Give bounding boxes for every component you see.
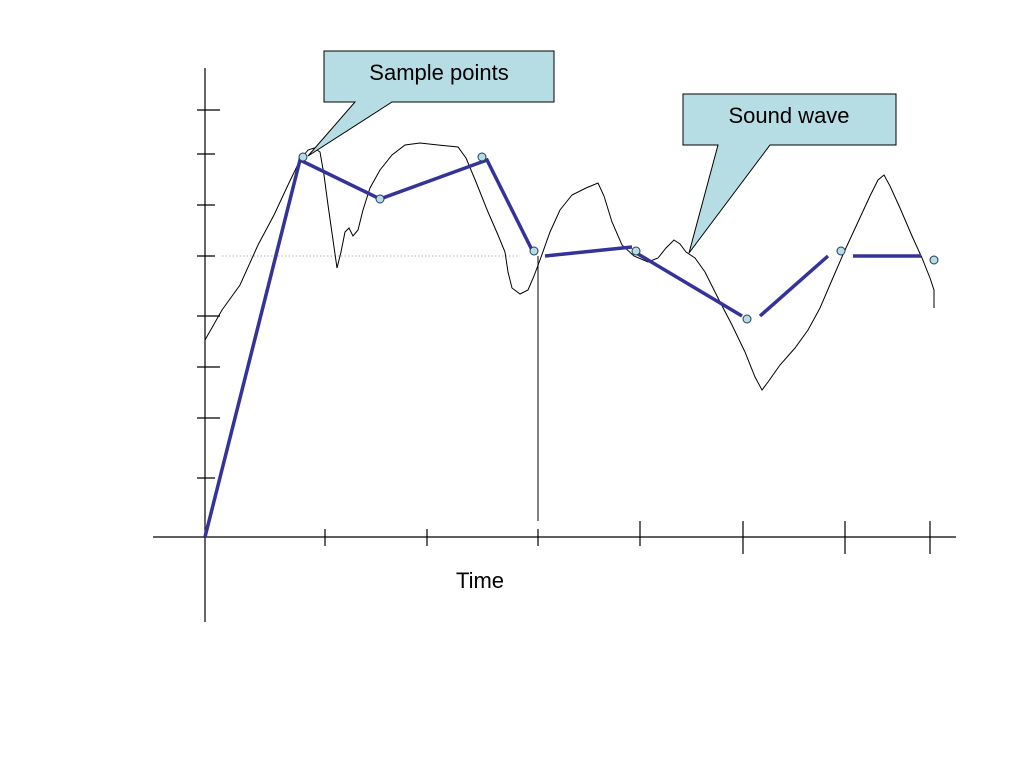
- callout-sound-wave: Sound wave: [682, 93, 897, 254]
- sample-point: [477, 152, 487, 162]
- callout-label: Sample points: [369, 60, 508, 85]
- callout-box: [307, 50, 555, 157]
- sample-points: [298, 152, 939, 324]
- x-axis-label: Time: [456, 568, 504, 593]
- sample-point: [929, 255, 939, 265]
- callout-label: Sound wave: [728, 103, 849, 128]
- reconstruction-segment: [758, 254, 830, 318]
- reconstructed-signal: [203, 157, 921, 538]
- reconstruction-segment: [544, 245, 633, 258]
- sample-point: [298, 152, 308, 162]
- sample-point: [836, 246, 846, 256]
- x-axis-ticks: [324, 521, 931, 554]
- sound-wave-curve: [204, 142, 935, 391]
- callout-box: [682, 93, 897, 254]
- sample-point: [375, 194, 385, 204]
- reconstruction-segment: [203, 157, 535, 538]
- reconstruction-segment: [637, 252, 743, 318]
- y-axis-ticks: [197, 109, 220, 479]
- sample-point: [742, 314, 752, 324]
- sample-point: [529, 246, 539, 256]
- sample-point: [631, 246, 641, 256]
- callout-sample-points: Sample points: [307, 50, 555, 157]
- axes: [153, 68, 956, 622]
